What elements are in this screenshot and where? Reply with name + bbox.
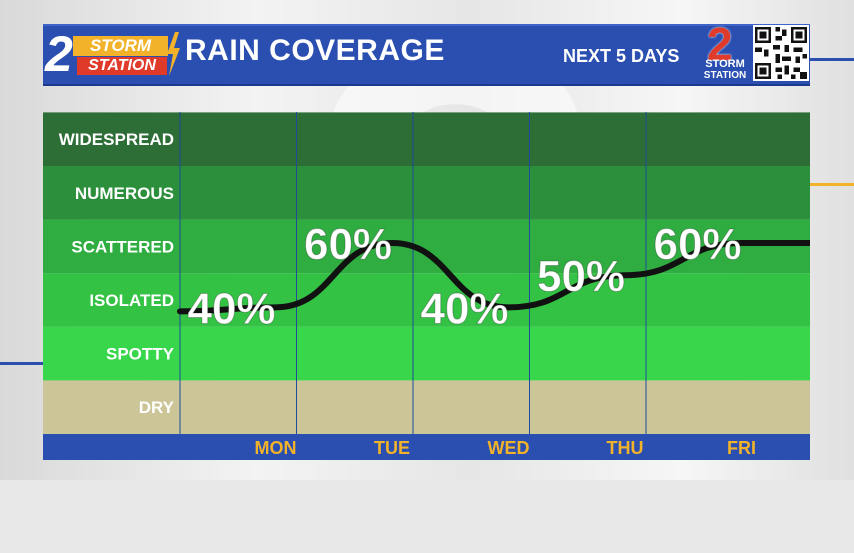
- qr-code-icon: [753, 25, 809, 81]
- storm-station-logo: STORM STATION 2: [43, 26, 181, 84]
- x-tick-label: WED: [488, 438, 530, 458]
- x-tick-label: MON: [255, 438, 297, 458]
- coverage-band-spotty: [43, 326, 810, 381]
- badge-number: 2: [707, 18, 733, 70]
- series-line: [177, 240, 810, 315]
- logo-number: 2: [45, 26, 73, 82]
- rain-coverage-chart: DRY SPOTTY ISOLATED SCATTERED NUMEROUS WIDESP…: [43, 112, 810, 460]
- coverage-band-isolated: [43, 273, 810, 327]
- storm-station-badge: 2 STORM STATION: [697, 20, 753, 84]
- x-tick-label: FRI: [727, 438, 756, 458]
- y-tick-label: DRY: [139, 398, 175, 417]
- badge-station-label: STATION: [703, 70, 747, 81]
- y-tick-label: ISOLATED: [89, 291, 174, 310]
- page-title: RAIN COVERAGE: [185, 34, 445, 67]
- decor-line-blue-left: [0, 362, 50, 365]
- data-label: 60%: [653, 220, 741, 269]
- coverage-band-widespread: [43, 112, 810, 166]
- decor-line-blue-right: [800, 58, 854, 61]
- data-label: 50%: [537, 252, 625, 301]
- x-tick-label: THU: [607, 438, 644, 458]
- day-axis-bar: [43, 434, 810, 460]
- logo-station-label: STATION: [77, 57, 167, 75]
- y-tick-label: WIDESPREAD: [59, 130, 174, 149]
- badge-storm-label: STORM: [705, 58, 745, 70]
- y-tick-label: SPOTTY: [106, 345, 175, 364]
- coverage-band-numerous: [43, 166, 810, 220]
- forecast-period: NEXT 5 DAYS: [563, 46, 680, 66]
- data-label: 40%: [420, 284, 508, 333]
- header-bar: STORM STATION 2 RAIN COVERAGE NEXT 5 DAY…: [43, 20, 810, 86]
- coverage-band-dry: [43, 380, 810, 434]
- coverage-band-scattered: [43, 219, 810, 274]
- decor-line-yellow: [800, 183, 854, 186]
- data-label: 60%: [304, 220, 392, 269]
- x-tick-label: TUE: [374, 438, 410, 458]
- lightning-bolt-icon: [167, 32, 180, 76]
- logo-storm-label: STORM: [73, 36, 168, 56]
- data-label: 40%: [187, 284, 275, 333]
- y-tick-label: NUMEROUS: [75, 184, 174, 203]
- y-tick-label: SCATTERED: [71, 237, 174, 256]
